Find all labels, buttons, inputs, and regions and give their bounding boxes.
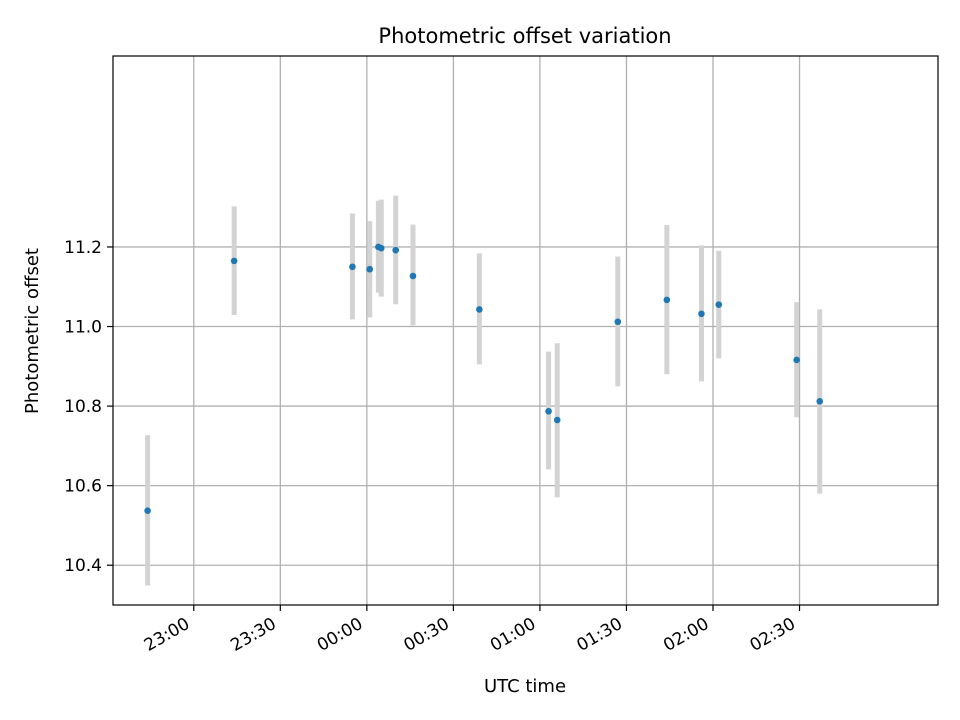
data-point <box>715 301 723 308</box>
y-tick-label: 11.2 <box>64 238 102 258</box>
chart-title: Photometric offset variation <box>378 24 671 48</box>
data-point <box>614 318 622 326</box>
y-tick-label: 11.0 <box>64 318 102 338</box>
y-tick-label: 10.6 <box>64 477 102 497</box>
plot-frame <box>112 55 939 606</box>
data-points <box>144 243 824 515</box>
grid <box>113 56 938 605</box>
x-axis-label: UTC time <box>484 676 566 697</box>
data-point <box>793 356 800 364</box>
data-point <box>545 407 552 415</box>
data-point <box>698 310 705 318</box>
data-point <box>553 416 561 424</box>
data-point <box>816 398 824 405</box>
y-axis-ticks: 10.4 10.6 10.8 11.0 11.2 <box>64 238 113 576</box>
data-point <box>144 507 151 515</box>
y-tick-label: 10.4 <box>64 556 102 576</box>
data-point <box>663 296 671 304</box>
y-axis-label: Photometric offset <box>22 248 43 414</box>
data-point <box>377 244 385 252</box>
data-point <box>392 246 399 254</box>
y-tick-label: 10.8 <box>64 397 102 417</box>
data-point <box>349 263 356 271</box>
data-point <box>476 306 483 313</box>
data-point <box>409 272 417 280</box>
data-point <box>230 257 238 265</box>
data-point <box>366 265 374 273</box>
